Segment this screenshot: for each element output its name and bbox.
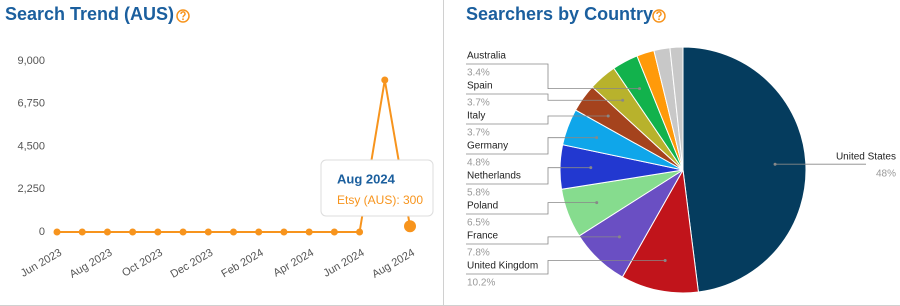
data-point — [280, 228, 288, 236]
slice-label: Netherlands — [467, 171, 521, 182]
leader-line — [466, 167, 591, 185]
tooltip: Aug 2024 Etsy (AUS): 300 — [320, 159, 434, 217]
tooltip-title: Aug 2024 — [337, 171, 396, 186]
slice-label: Poland — [467, 201, 498, 212]
tooltip-box — [320, 159, 434, 217]
data-point — [356, 228, 364, 236]
slice-value: 6.5% — [467, 218, 490, 229]
leader-dot — [606, 114, 610, 118]
leader-dot — [589, 166, 593, 170]
leader-dot — [617, 235, 621, 239]
data-point — [78, 228, 86, 236]
slice-value: 3.7% — [467, 98, 490, 109]
leader-dot — [595, 201, 599, 205]
leader-line — [466, 115, 609, 125]
data-point — [53, 228, 61, 236]
data-point — [179, 228, 187, 236]
chart-title: Search Trend (AUS) — [5, 4, 174, 24]
leader-line — [466, 202, 597, 215]
y-tick-label: 4,500 — [17, 140, 45, 152]
y-tick-label: 9,000 — [17, 55, 45, 67]
pie-slice — [669, 46, 684, 171]
leader-line — [466, 260, 666, 275]
leader-dot — [638, 87, 642, 91]
x-tick-label: Jun 2023 — [19, 247, 64, 280]
slice-label: Italy — [467, 111, 485, 122]
slice-value: 10.2% — [467, 278, 495, 289]
data-point — [404, 220, 416, 233]
leader-line — [466, 236, 620, 245]
x-tick-label: Oct 2023 — [120, 247, 165, 280]
y-tick-label: 2,250 — [17, 183, 45, 195]
slice-label: France — [467, 231, 499, 242]
slice-label: United Kingdom — [467, 261, 538, 272]
chart-title: Searchers by Country — [466, 4, 653, 24]
data-point — [230, 228, 237, 236]
leader-line — [466, 137, 597, 155]
x-tick-label: Jun 2024 — [321, 247, 366, 280]
leader-line — [466, 93, 623, 101]
data-point — [154, 228, 162, 236]
help-icon — [176, 9, 190, 23]
x-tick-label: Dec 2023 — [168, 247, 215, 281]
slice-value: 7.8% — [467, 248, 490, 259]
leader-dot — [773, 162, 777, 166]
y-tick-label: 6,750 — [17, 98, 45, 110]
slice-label: Spain — [467, 81, 493, 92]
data-point — [330, 228, 338, 236]
slice-label: Australia — [467, 51, 506, 62]
slice-value: 3.4% — [467, 68, 490, 79]
data-point — [129, 228, 137, 236]
leader-dot — [663, 259, 667, 263]
leader-dot — [595, 136, 599, 140]
data-point — [381, 76, 389, 84]
slice-label: United States — [836, 152, 896, 163]
slice-label: Germany — [467, 141, 508, 152]
x-tick-label: Aug 2023 — [68, 247, 115, 281]
leader-line — [466, 63, 640, 90]
pie-slice — [682, 46, 807, 293]
data-point — [255, 228, 263, 236]
x-tick-label: Apr 2024 — [271, 247, 316, 280]
tooltip-label: Etsy (AUS): 300 — [337, 193, 423, 207]
slice-value: 5.8% — [467, 188, 490, 199]
y-tick-label: 0 — [39, 226, 45, 238]
data-point — [204, 228, 212, 236]
pie-slice — [621, 168, 699, 294]
slice-value: 4.8% — [467, 158, 490, 169]
leader-dot — [621, 98, 625, 102]
data-point — [103, 228, 111, 236]
slice-value: 3.7% — [467, 128, 490, 139]
data-point — [305, 228, 313, 236]
slice-value: 48% — [876, 169, 896, 180]
x-tick-label: Feb 2024 — [219, 247, 265, 281]
x-tick-label: Aug 2024 — [370, 247, 417, 281]
help-icon — [652, 9, 666, 23]
